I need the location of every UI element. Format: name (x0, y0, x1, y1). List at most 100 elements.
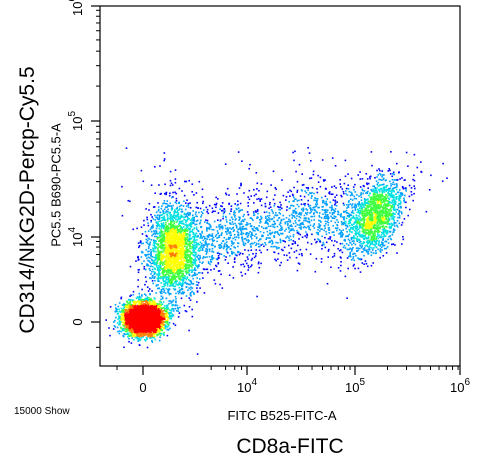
event-dot (147, 333, 149, 336)
event-dot (150, 304, 153, 307)
event-dot (159, 327, 161, 330)
event-dot (146, 346, 149, 349)
event-dot (154, 314, 156, 317)
event-dot (124, 314, 126, 317)
event-dot (123, 322, 125, 324)
event-dot (169, 327, 171, 330)
event-dot (160, 316, 162, 318)
event-dot (192, 277, 194, 280)
event-dot (169, 309, 171, 311)
event-dot (184, 240, 187, 243)
event-dot (142, 319, 144, 322)
event-dot (154, 320, 156, 322)
event-dot (167, 307, 169, 310)
event-dot (156, 306, 159, 309)
event-dot (108, 327, 110, 329)
event-dot (151, 340, 153, 342)
event-dot (136, 308, 138, 310)
event-dot (130, 315, 132, 317)
event-dot (138, 313, 141, 315)
event-dot (146, 328, 148, 331)
event-dot (173, 231, 176, 233)
event-dot (141, 331, 144, 333)
event-dot (172, 191, 174, 194)
event-dot (123, 346, 125, 349)
event-dot (167, 263, 170, 265)
event-dot (187, 211, 189, 214)
event-dot (155, 315, 158, 318)
event-dot (151, 329, 154, 331)
event-dot (155, 326, 157, 328)
event-dot (185, 202, 187, 204)
event-dot (131, 307, 134, 309)
event-dot (147, 332, 150, 335)
event-dot (149, 312, 152, 315)
event-dot (134, 321, 136, 323)
event-dot (143, 334, 146, 337)
event-dot (149, 309, 152, 311)
event-dot (137, 313, 140, 316)
event-dot (132, 325, 135, 327)
event-dot (127, 309, 130, 311)
event-dot (159, 304, 162, 307)
event-dot (150, 326, 153, 328)
event-dot (153, 309, 155, 311)
event-dot (148, 298, 151, 301)
event-dot (136, 327, 139, 329)
event-dot (133, 308, 135, 310)
event-dot (132, 304, 135, 307)
event-dot (147, 314, 150, 316)
event-dot (141, 335, 143, 337)
event-dot (182, 252, 185, 255)
event-dot (153, 333, 155, 336)
event-dot (121, 329, 124, 331)
event-dot (154, 192, 156, 194)
event-dot (170, 312, 172, 314)
event-dot (132, 300, 135, 303)
event-dot (184, 230, 186, 232)
event-dot (172, 314, 175, 317)
event-dot (144, 304, 147, 306)
event-dot (118, 316, 121, 319)
event-dot (188, 269, 191, 271)
event-dot (153, 305, 155, 308)
event-dot (149, 313, 152, 316)
event-dot (128, 299, 130, 301)
event-dot (186, 233, 188, 235)
event-dot (129, 323, 131, 326)
event-dot (143, 260, 145, 262)
event-dot (133, 302, 135, 305)
event-dot (126, 318, 128, 321)
event-dot (163, 324, 165, 326)
event-dot (113, 325, 116, 327)
event-dot (186, 277, 188, 279)
event-dot (125, 330, 128, 333)
event-dot (137, 329, 140, 331)
event-dot (124, 316, 127, 319)
event-dot (159, 332, 162, 335)
event-dot (155, 307, 158, 310)
event-dot (126, 303, 128, 306)
event-dot (194, 273, 196, 275)
event-dot (138, 301, 140, 303)
event-dot (122, 335, 125, 338)
event-dot (109, 334, 111, 337)
event-dot (122, 328, 125, 330)
event-dot (166, 319, 169, 322)
event-dot (148, 313, 150, 315)
event-dot (149, 293, 151, 295)
event-dot (152, 282, 154, 285)
event-dot (165, 324, 167, 327)
event-dot (150, 322, 152, 325)
event-dot (161, 292, 163, 294)
event-dot (161, 310, 164, 313)
event-dot (140, 298, 143, 301)
event-dot (172, 196, 174, 198)
event-dot (124, 305, 126, 307)
event-dot (130, 306, 132, 309)
event-dot (150, 297, 152, 300)
event-dot (158, 330, 160, 333)
event-dot (165, 226, 167, 228)
event-dot (161, 268, 163, 270)
event-dot (143, 327, 145, 329)
